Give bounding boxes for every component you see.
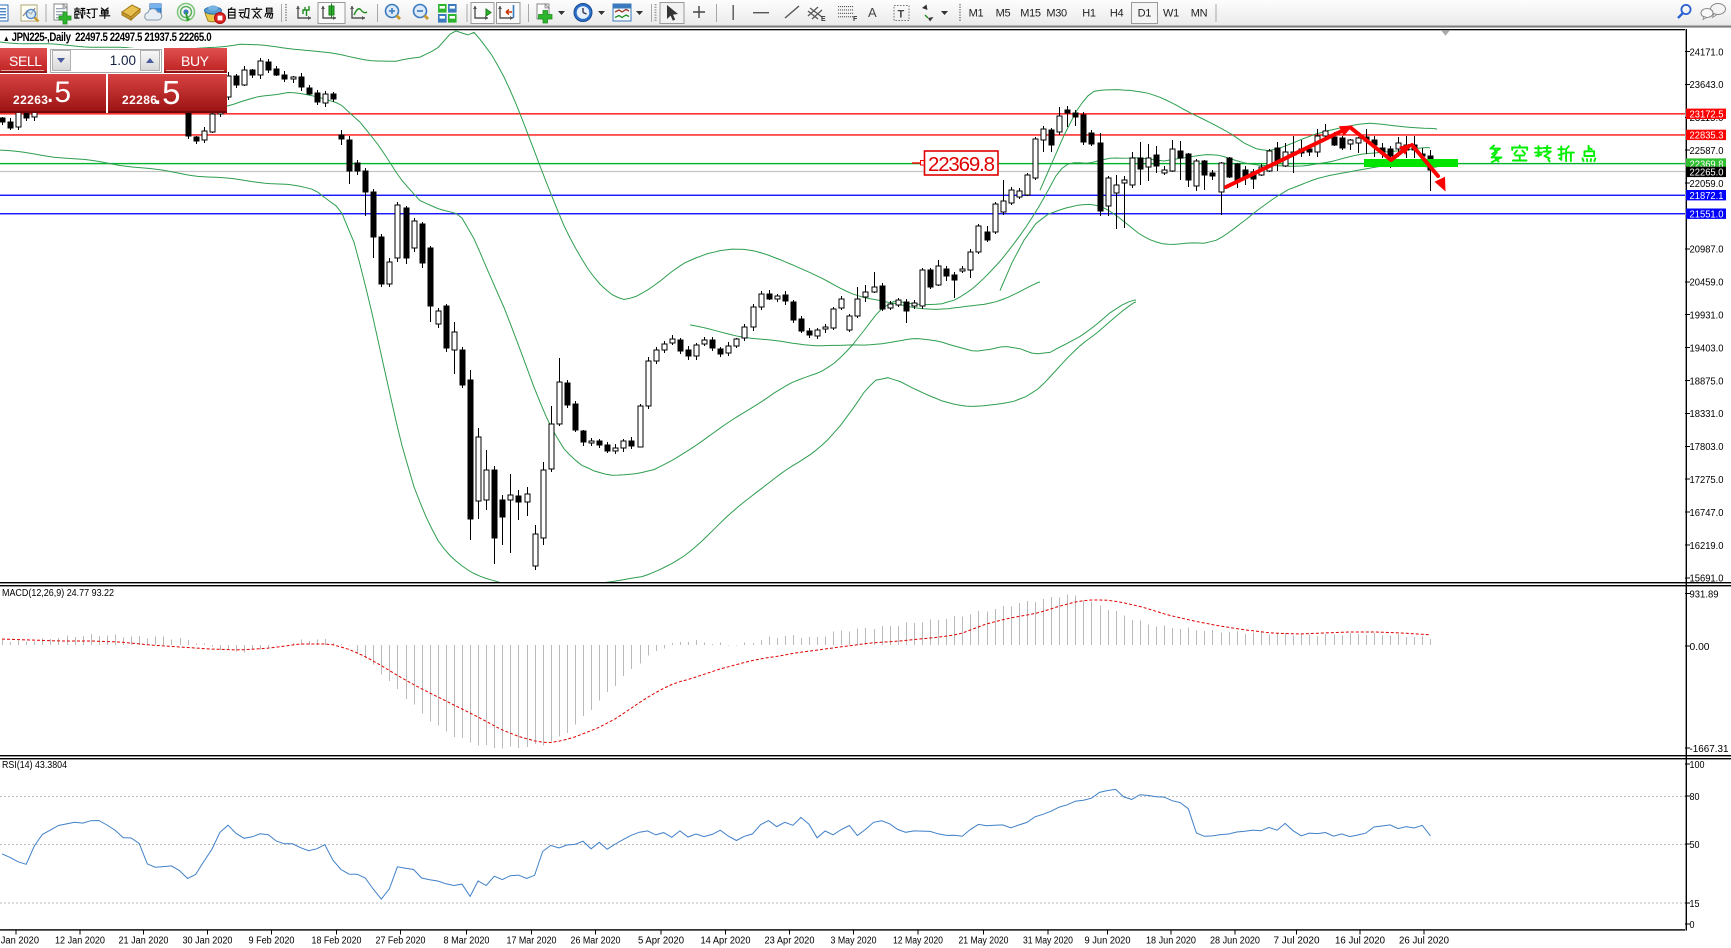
svg-text:22835.3: 22835.3 xyxy=(1690,130,1724,142)
svg-text:M30: M30 xyxy=(1046,8,1067,20)
svg-text:3 May 2020: 3 May 2020 xyxy=(831,936,877,947)
svg-text:17803.0: 17803.0 xyxy=(1690,441,1724,453)
svg-text:-1667.31: -1667.31 xyxy=(1690,743,1729,755)
svg-text:5 Apr 2020: 5 Apr 2020 xyxy=(638,936,684,947)
svg-text:0.00: 0.00 xyxy=(1690,641,1710,653)
svg-text:W1: W1 xyxy=(1163,8,1179,20)
svg-text:M5: M5 xyxy=(996,8,1011,20)
svg-text:16747.0: 16747.0 xyxy=(1690,507,1724,519)
svg-text:14 Apr 2020: 14 Apr 2020 xyxy=(701,936,751,947)
svg-text:E: E xyxy=(821,16,826,23)
svg-text:3 Jan 2020: 3 Jan 2020 xyxy=(0,936,39,947)
svg-text:26 Mar 2020: 26 Mar 2020 xyxy=(571,936,621,947)
svg-text:21 Jan 2020: 21 Jan 2020 xyxy=(119,936,169,947)
svg-text:7 Jul 2020: 7 Jul 2020 xyxy=(1274,936,1320,947)
svg-text:22369.8: 22369.8 xyxy=(928,153,995,176)
svg-text:100: 100 xyxy=(1690,759,1705,771)
svg-text:19931.0: 19931.0 xyxy=(1690,310,1724,322)
svg-text:27 Feb 2020: 27 Feb 2020 xyxy=(376,936,426,947)
svg-text:30 Jan 2020: 30 Jan 2020 xyxy=(183,936,233,947)
svg-text:16 Jul 2020: 16 Jul 2020 xyxy=(1335,936,1385,947)
svg-text:28 Jun 2020: 28 Jun 2020 xyxy=(1210,936,1260,947)
svg-text:H1: H1 xyxy=(1082,8,1096,20)
svg-text:23643.0: 23643.0 xyxy=(1690,79,1724,91)
svg-text:24171.0: 24171.0 xyxy=(1690,46,1724,58)
svg-text:31 May 2020: 31 May 2020 xyxy=(1023,936,1073,947)
svg-text:21872.1: 21872.1 xyxy=(1690,190,1724,202)
svg-text:17275.0: 17275.0 xyxy=(1690,474,1724,486)
svg-text:18331.0: 18331.0 xyxy=(1690,408,1724,420)
svg-text:21 May 2020: 21 May 2020 xyxy=(959,936,1009,947)
svg-text:18 Jun 2020: 18 Jun 2020 xyxy=(1146,936,1196,947)
svg-text:8 Mar 2020: 8 Mar 2020 xyxy=(444,936,490,947)
svg-text:T: T xyxy=(898,9,905,21)
svg-text:931.89: 931.89 xyxy=(1690,588,1719,600)
svg-text:23 Apr 2020: 23 Apr 2020 xyxy=(765,936,815,947)
svg-text:15691.0: 15691.0 xyxy=(1690,573,1724,585)
svg-text:22265.0: 22265.0 xyxy=(1690,167,1724,179)
svg-text:RSI(14) 43.3804: RSI(14) 43.3804 xyxy=(2,760,67,771)
svg-text:12 May 2020: 12 May 2020 xyxy=(893,936,943,947)
svg-text:80: 80 xyxy=(1690,791,1700,803)
svg-text:M15: M15 xyxy=(1020,8,1041,20)
svg-text:D1: D1 xyxy=(1138,8,1152,20)
svg-text:H4: H4 xyxy=(1110,8,1124,20)
svg-text:23172.5: 23172.5 xyxy=(1690,109,1724,121)
svg-text:21551.0: 21551.0 xyxy=(1690,209,1724,221)
svg-text:MACD(12,26,9) 24.77 93.22: MACD(12,26,9) 24.77 93.22 xyxy=(2,588,114,599)
svg-text:M1: M1 xyxy=(969,8,984,20)
svg-text:19403.0: 19403.0 xyxy=(1690,342,1724,354)
svg-text:12 Jan 2020: 12 Jan 2020 xyxy=(55,936,105,947)
svg-text:20459.0: 20459.0 xyxy=(1690,277,1724,289)
svg-text:A: A xyxy=(868,5,877,20)
svg-text:9 Jun 2020: 9 Jun 2020 xyxy=(1085,936,1131,947)
svg-text:22059.0: 22059.0 xyxy=(1690,178,1724,190)
svg-text:18875.0: 18875.0 xyxy=(1690,375,1724,387)
svg-text:20987.0: 20987.0 xyxy=(1690,244,1724,256)
svg-text:9 Feb 2020: 9 Feb 2020 xyxy=(249,936,295,947)
svg-text:50: 50 xyxy=(1690,839,1700,851)
svg-text:17 Mar 2020: 17 Mar 2020 xyxy=(507,936,557,947)
svg-text:F: F xyxy=(853,16,858,23)
svg-text:22587.0: 22587.0 xyxy=(1690,145,1724,157)
svg-text:0: 0 xyxy=(1690,919,1695,931)
svg-text:16219.0: 16219.0 xyxy=(1690,540,1724,552)
svg-text:15: 15 xyxy=(1690,898,1700,910)
svg-text:26 Jul 2020: 26 Jul 2020 xyxy=(1399,936,1449,947)
svg-text:MN: MN xyxy=(1191,8,1208,20)
svg-text:18 Feb 2020: 18 Feb 2020 xyxy=(312,936,362,947)
